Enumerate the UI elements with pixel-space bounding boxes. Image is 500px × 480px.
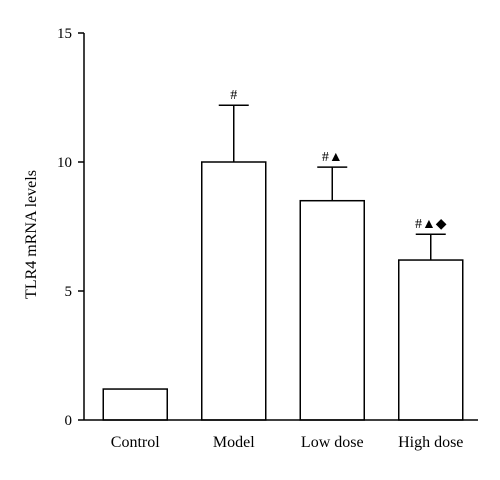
bar-high-dose — [398, 259, 464, 421]
y-tick-label: 5 — [65, 284, 73, 300]
y-tick-label: 15 — [57, 26, 72, 42]
x-tick-label: Control — [111, 434, 160, 451]
x-tick-label: Low dose — [301, 434, 364, 451]
x-tick-label: High dose — [398, 434, 463, 451]
chart-marks: # #▲ #▲◆ — [102, 88, 464, 421]
x-tick-label: Model — [213, 434, 255, 451]
bar-low-dose — [299, 199, 365, 421]
y-axis-title: TLR4 mRNA levels — [23, 170, 40, 299]
x-axis-labels: Control Model Low dose High dose — [111, 434, 464, 451]
y-tick-label: 0 — [65, 413, 73, 429]
significance-annotation: #▲◆ — [415, 217, 447, 232]
bar-control — [102, 388, 168, 421]
y-axis-ticks: 0 5 10 15 — [57, 26, 84, 429]
significance-annotation: #▲ — [322, 150, 343, 165]
y-tick-label: 10 — [57, 155, 72, 171]
bar-model — [201, 161, 267, 421]
significance-annotation: # — [230, 88, 237, 103]
